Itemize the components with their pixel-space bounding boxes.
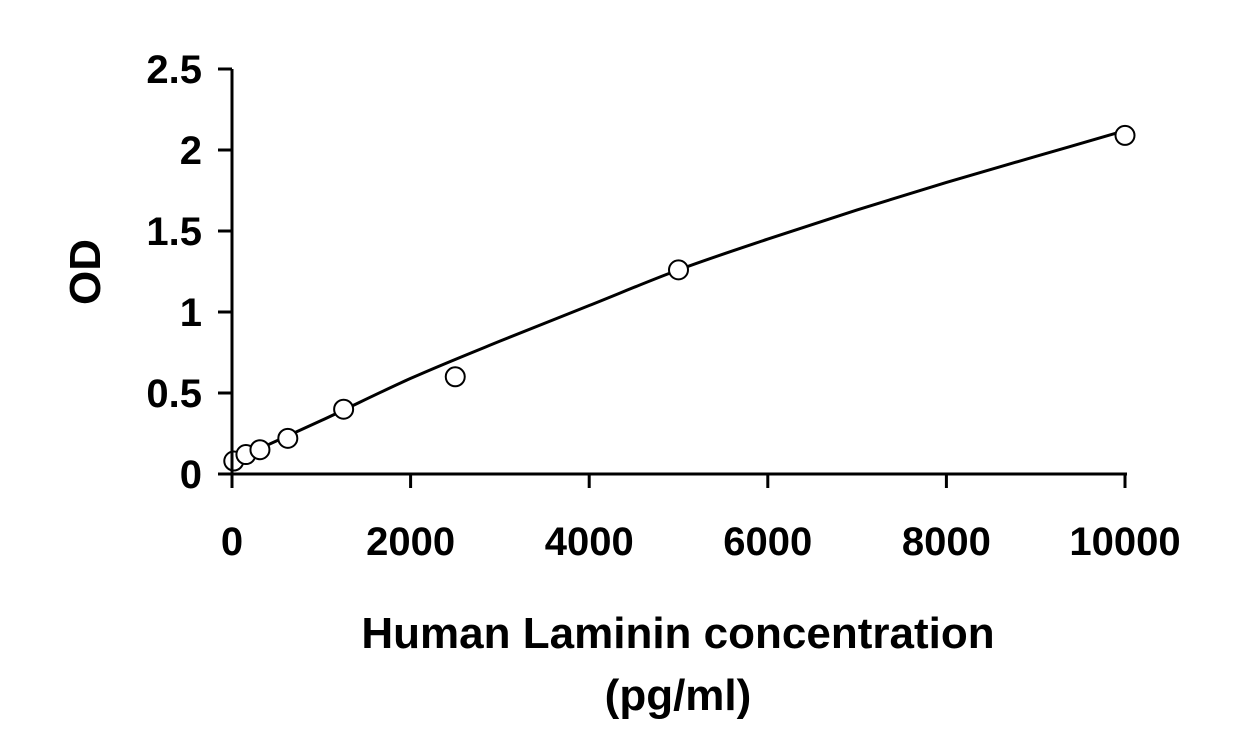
y-tick-label: 1	[180, 291, 202, 335]
data-point	[668, 259, 689, 281]
x-axis-ticks: 0 2000 4000 6000 8000 10000	[221, 474, 1181, 564]
x-tick-label: 6000	[723, 520, 812, 564]
x-tick-label: 0	[221, 520, 243, 564]
fit-curve-line	[231, 129, 1126, 463]
data-point	[444, 366, 466, 388]
y-tick-label: 1.5	[146, 210, 202, 254]
y-tick-label: 2.5	[146, 48, 202, 92]
data-point	[277, 427, 299, 449]
plot-area	[223, 124, 1136, 472]
x-tick-label: 2000	[366, 520, 455, 564]
x-tick-label: 8000	[902, 520, 991, 564]
x-axis-title-line-2: (pg/ml)	[605, 671, 752, 720]
y-tick-label: 0.5	[146, 372, 202, 416]
y-tick-label: 0	[180, 453, 202, 497]
y-tick-label: 2	[180, 129, 202, 173]
y-axis-title: OD	[61, 239, 110, 305]
data-point	[1114, 124, 1136, 146]
y-axis-ticks: 0 0.5 1 1.5 2 2.5	[146, 48, 232, 497]
x-tick-label: 4000	[545, 520, 634, 564]
x-tick-label: 10000	[1069, 520, 1180, 564]
x-axis-title-line-1: Human Laminin concentration	[361, 609, 994, 658]
data-point	[249, 439, 271, 461]
data-point	[333, 398, 355, 420]
axes: 0 0.5 1 1.5 2 2.5 0 2000 4000 6000 8000 10000	[146, 48, 1180, 564]
